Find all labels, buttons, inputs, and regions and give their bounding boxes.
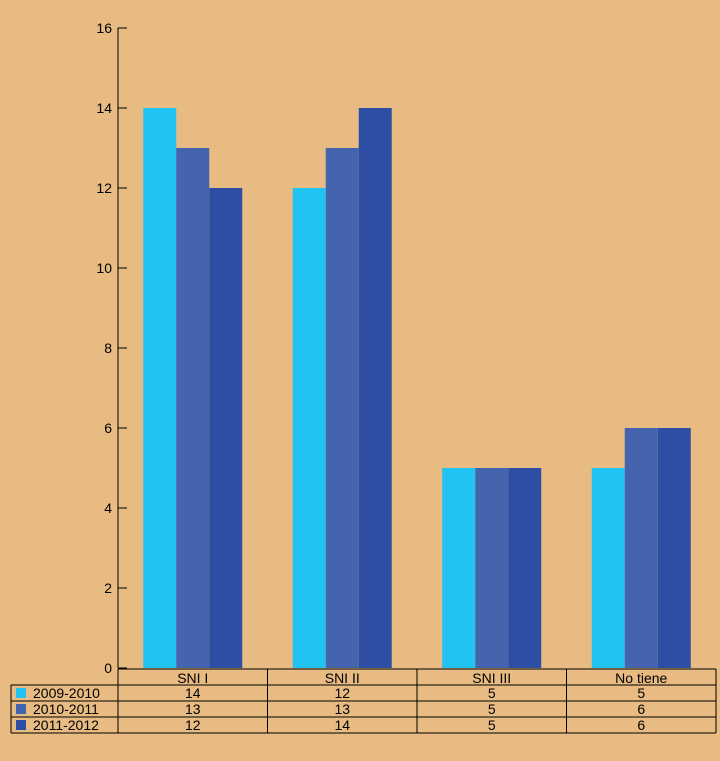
data-label: 12 <box>334 685 350 701</box>
category-label: No tiene <box>615 670 667 686</box>
category-label: SNI I <box>177 670 208 686</box>
bar <box>475 468 509 668</box>
data-label: 5 <box>637 685 645 701</box>
data-label: 12 <box>185 717 201 733</box>
y-axis: 0 2 4 6 8 10 12 14 16 <box>96 20 127 676</box>
legend-swatch <box>16 720 26 730</box>
legend-label: 2011-2012 <box>33 717 99 733</box>
bar <box>176 148 210 668</box>
data-label: 13 <box>185 701 201 717</box>
legend-label: 2009-2010 <box>33 685 100 701</box>
data-label: 6 <box>637 701 645 717</box>
data-label: 14 <box>334 717 350 733</box>
y-tick-label: 6 <box>104 420 112 436</box>
bar <box>591 468 625 668</box>
bar <box>358 108 392 668</box>
bar <box>657 428 691 668</box>
y-tick-label: 4 <box>104 500 112 516</box>
legend-swatch <box>16 704 26 714</box>
bar <box>624 428 658 668</box>
bar <box>508 468 542 668</box>
data-label: 13 <box>334 701 350 717</box>
y-tick-label: 0 <box>104 660 112 676</box>
bar <box>209 188 243 668</box>
bar <box>325 148 359 668</box>
category-label: SNI II <box>325 670 360 686</box>
data-label: 5 <box>488 685 496 701</box>
y-tick-label: 14 <box>96 100 112 116</box>
y-tick-label: 8 <box>104 340 112 356</box>
category-label: SNI III <box>472 670 511 686</box>
data-label: 5 <box>488 701 496 717</box>
data-label: 14 <box>185 685 201 701</box>
legend-label: 2010-2011 <box>33 701 99 717</box>
bar <box>143 108 177 668</box>
y-tick-label: 16 <box>96 20 112 36</box>
bar <box>442 468 476 668</box>
bar <box>292 188 326 668</box>
y-tick-label: 10 <box>96 260 112 276</box>
legend-swatch <box>16 688 26 698</box>
y-tick-label: 2 <box>104 580 112 596</box>
data-table: SNI I SNI II SNI III No tiene 2009-2010 14 12 5… <box>10 668 717 734</box>
y-tick-label: 12 <box>96 180 112 196</box>
bars <box>143 108 691 668</box>
data-label: 5 <box>488 717 496 733</box>
data-label: 6 <box>637 717 645 733</box>
